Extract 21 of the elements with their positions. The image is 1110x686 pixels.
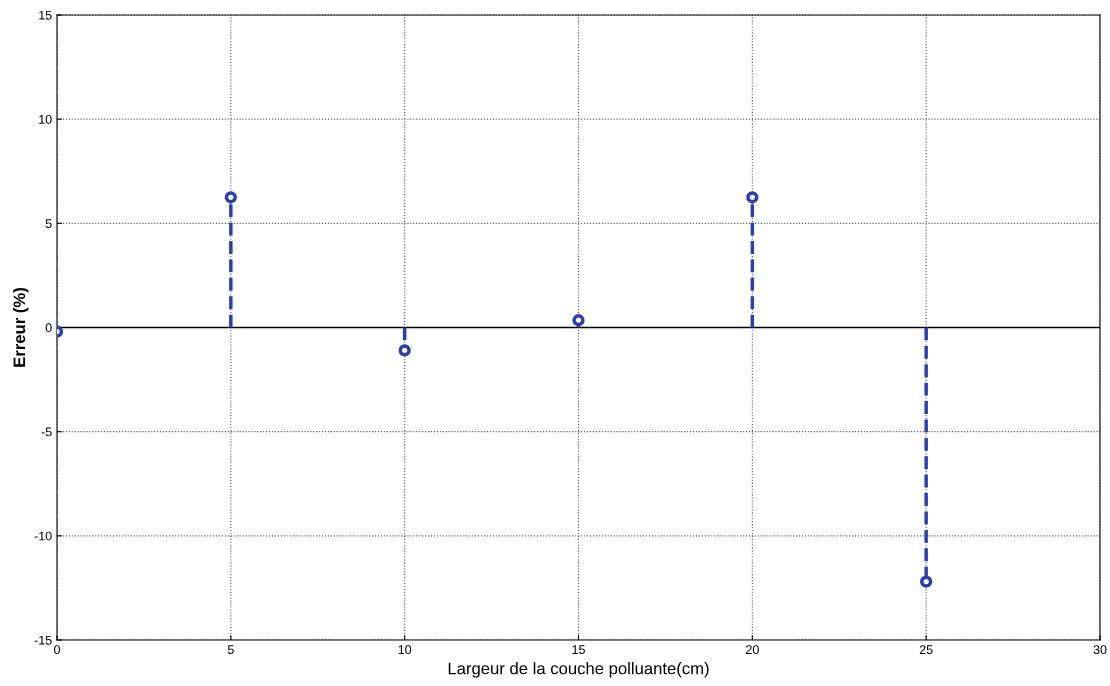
y-tick-label: 15	[39, 10, 52, 20]
x-tick-label: 30	[1093, 645, 1107, 655]
x-tick-label: 5	[227, 645, 234, 655]
y-tick-label: -15	[34, 635, 52, 645]
point	[398, 344, 411, 357]
x-tick-label: 0	[54, 645, 60, 655]
point	[572, 314, 585, 327]
y-tick-label: 5	[45, 219, 52, 228]
point	[224, 191, 237, 204]
x-axis-title: Largeur de la couche polluante(cm)	[448, 662, 709, 678]
x-tick-label: 10	[398, 645, 412, 655]
y-tick-label: -5	[41, 427, 52, 437]
y-tick-label: -10	[34, 531, 52, 541]
x-tick-label: 25	[919, 645, 933, 655]
y-axis-title: Erreur (%)	[12, 288, 29, 367]
point	[920, 575, 933, 588]
y-tick-label: 0	[45, 323, 52, 333]
x-tick-label: 15	[572, 645, 585, 655]
x-tick-label: 20	[746, 645, 759, 655]
y-tick-label: 10	[39, 114, 52, 124]
point	[746, 191, 759, 204]
